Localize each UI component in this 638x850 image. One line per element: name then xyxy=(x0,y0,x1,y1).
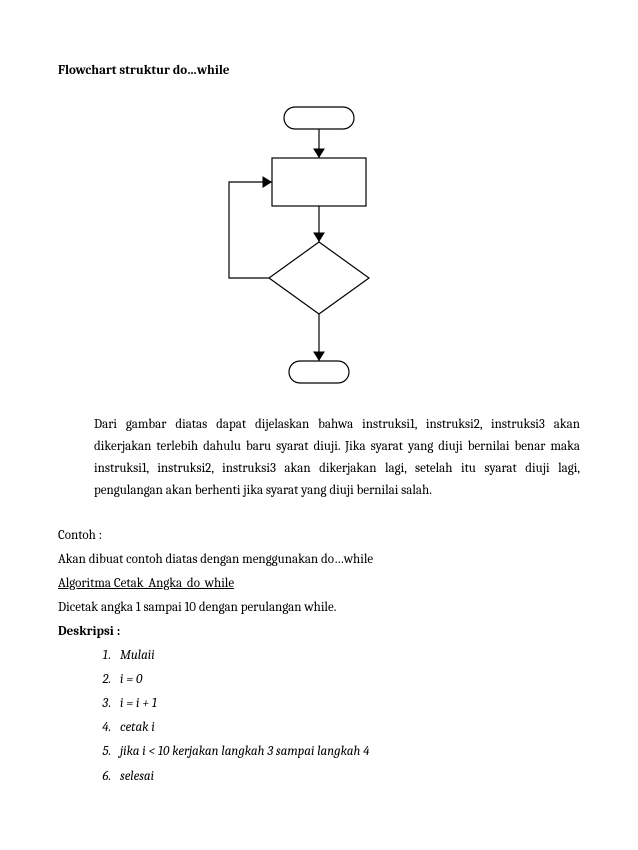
step-item: Mulaii xyxy=(114,645,580,667)
step-item: i = 0 xyxy=(114,669,580,691)
step-item: jika i < 10 kerjakan langkah 3 sampai la… xyxy=(114,741,580,763)
flow-node-end xyxy=(289,361,349,383)
document-page: Flowchart struktur do…while Dari gambar … xyxy=(0,0,638,850)
algoritma-title: Algoritma Cetak_Angka_do_while xyxy=(58,573,580,595)
explanation-paragraph: Dari gambar diatas dapat dijelaskan bahw… xyxy=(94,414,580,502)
contoh-label: Contoh : xyxy=(58,525,580,547)
algorithm-steps: Mulaiii = 0i = i + 1cetak ijika i < 10 k… xyxy=(94,645,580,788)
flow-node-process xyxy=(272,158,366,206)
page-title: Flowchart struktur do…while xyxy=(58,60,580,82)
flowchart-svg xyxy=(189,100,449,400)
algoritma-desc: Dicetak angka 1 sampai 10 dengan perulan… xyxy=(58,597,580,619)
flow-node-start xyxy=(284,107,354,129)
step-item: selesai xyxy=(114,766,580,788)
deskripsi-label: Deskripsi : xyxy=(58,621,580,643)
step-item: i = i + 1 xyxy=(114,693,580,715)
flow-node-decision xyxy=(269,242,369,314)
contoh-line: Akan dibuat contoh diatas dengan menggun… xyxy=(58,549,580,571)
flowchart-figure xyxy=(58,100,580,408)
flow-edge xyxy=(229,182,272,278)
step-item: cetak i xyxy=(114,717,580,739)
